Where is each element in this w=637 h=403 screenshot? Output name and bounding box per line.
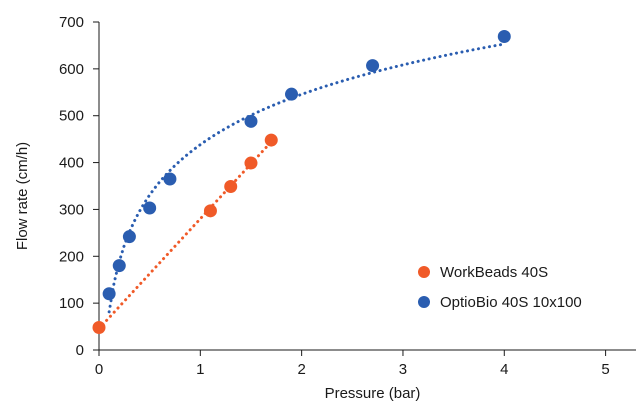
x-tick-label: 0 [95, 361, 103, 378]
data-point-series-1-4 [163, 172, 177, 186]
data-point-series-1-0 [102, 287, 116, 301]
y-tick-label: 600 [59, 61, 84, 78]
legend-item-workbeads: WorkBeads 40S [418, 264, 548, 281]
data-point-series-1-5 [244, 114, 258, 128]
x-tick-label: 2 [297, 361, 305, 378]
y-tick-label: 300 [59, 201, 84, 218]
x-tick-label: 1 [196, 361, 204, 378]
data-point-series-1-2 [122, 230, 136, 244]
y-tick-label: 200 [59, 248, 84, 265]
x-axis-title: Pressure (bar) [325, 385, 421, 402]
data-point-series-0-0 [92, 321, 106, 335]
y-tick-label: 0 [76, 342, 84, 359]
legend-label-workbeads: WorkBeads 40S [440, 264, 548, 281]
y-tick-label: 500 [59, 108, 84, 125]
data-point-series-0-2 [224, 179, 238, 193]
x-tick-label: 5 [601, 361, 609, 378]
data-point-series-1-7 [366, 59, 380, 73]
data-point-series-1-3 [143, 201, 157, 215]
legend: WorkBeads 40S OptioBio 40S 10x100 [418, 264, 582, 311]
y-ticks: 0 100 200 300 400 500 600 700 [59, 14, 99, 359]
data-point-series-0-4 [264, 133, 278, 147]
data-point-series-0-1 [203, 204, 217, 218]
y-tick-label: 700 [59, 14, 84, 31]
legend-item-optiobio: OptioBio 40S 10x100 [418, 294, 582, 311]
axes [98, 22, 636, 351]
y-axis-title: Flow rate (cm/h) [14, 142, 31, 250]
trendline-series-0 [97, 140, 273, 331]
points [92, 30, 511, 335]
legend-marker-workbeads [418, 266, 430, 278]
trendline-series-1 [107, 42, 506, 314]
trendlines [97, 42, 506, 331]
data-point-series-1-6 [285, 87, 299, 101]
legend-label-optiobio: OptioBio 40S 10x100 [440, 294, 582, 311]
data-point-series-0-3 [244, 156, 258, 170]
legend-marker-optiobio [418, 296, 430, 308]
data-point-series-1-8 [497, 30, 511, 44]
x-ticks: 0 1 2 3 4 5 [95, 350, 610, 378]
y-tick-label: 100 [59, 295, 84, 312]
x-tick-label: 4 [500, 361, 508, 378]
data-point-series-1-1 [112, 259, 126, 273]
y-tick-label: 400 [59, 155, 84, 172]
x-tick-label: 3 [399, 361, 407, 378]
